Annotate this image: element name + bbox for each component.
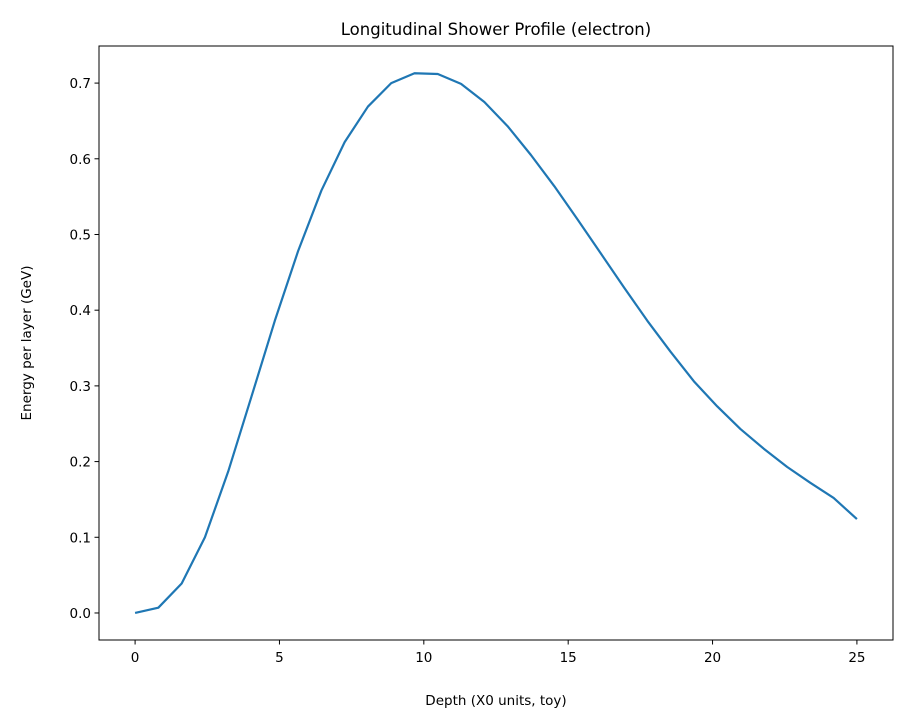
x-axis-label: Depth (X0 units, toy) — [425, 693, 566, 709]
series-lines — [134, 72, 858, 615]
y-tick-label: 0.3 — [70, 379, 91, 395]
y-tick-label: 0.1 — [70, 530, 91, 546]
y-tick-label: 0.6 — [70, 152, 91, 168]
x-tick-label: 25 — [848, 650, 865, 666]
x-tick-label: 0 — [131, 650, 140, 666]
y-tick-label: 0.7 — [70, 76, 91, 92]
x-tick-label: 5 — [275, 650, 284, 666]
x-tick-label: 15 — [560, 650, 577, 666]
plot-area-frame — [98, 45, 894, 641]
y-tick-label: 0.5 — [70, 227, 91, 243]
x-tick-label: 20 — [704, 650, 721, 666]
chart-title: Longitudinal Shower Profile (electron) — [341, 20, 651, 39]
series-line — [134, 72, 858, 615]
y-axis-label: Energy per layer (GeV) — [19, 266, 35, 421]
y-tick-label: 0.4 — [70, 303, 91, 319]
y-tick-label: 0.0 — [70, 606, 91, 622]
y-tick-label: 0.2 — [70, 455, 91, 471]
tick-marks: 0 5 10 15 20 25 0.0 0.1 0.2 0.3 0.4 0.5 0.6 0.7 — [70, 76, 866, 666]
x-tick-label: 10 — [415, 650, 432, 666]
